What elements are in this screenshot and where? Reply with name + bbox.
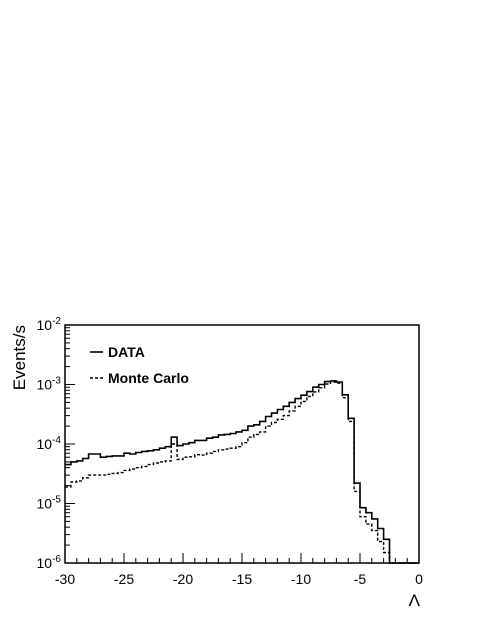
tick-layer <box>64 324 420 564</box>
y-tick-label: 10-3 <box>37 376 62 393</box>
y-tick-label: 10-4 <box>37 435 62 452</box>
legend-label-data: DATA <box>108 344 145 360</box>
x-tick-label: -5 <box>354 571 367 587</box>
x-tick-label: -25 <box>114 571 134 587</box>
y-tick-labels: 10-6 10-5 10-4 10-3 10-2 <box>37 316 62 571</box>
y-tick-label: 10-6 <box>37 554 62 571</box>
x-tick-label: 0 <box>415 571 423 587</box>
y-axis-label: Events/s <box>10 325 29 390</box>
series-layer <box>65 380 419 564</box>
x-tick-label: -20 <box>173 571 193 587</box>
x-tick-labels: -30 -25 -20 -15 -10 -5 0 <box>55 571 423 587</box>
y-tick-label: 10-5 <box>37 495 62 512</box>
x-axis-label: Λ <box>409 591 421 610</box>
legend-label-monte-carlo: Monte Carlo <box>108 370 189 386</box>
x-tick-label: -15 <box>232 571 252 587</box>
series-monte-carlo-line <box>65 381 419 564</box>
x-tick-label: -30 <box>55 571 75 587</box>
series-data-line <box>65 380 419 564</box>
y-tick-label: 10-2 <box>37 316 62 333</box>
legend: DATA Monte Carlo <box>90 344 189 386</box>
x-tick-label: -10 <box>291 571 311 587</box>
